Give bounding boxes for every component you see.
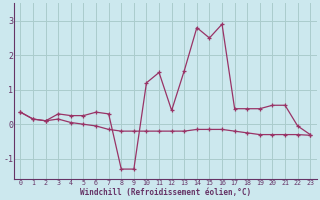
X-axis label: Windchill (Refroidissement éolien,°C): Windchill (Refroidissement éolien,°C) [80,188,251,197]
